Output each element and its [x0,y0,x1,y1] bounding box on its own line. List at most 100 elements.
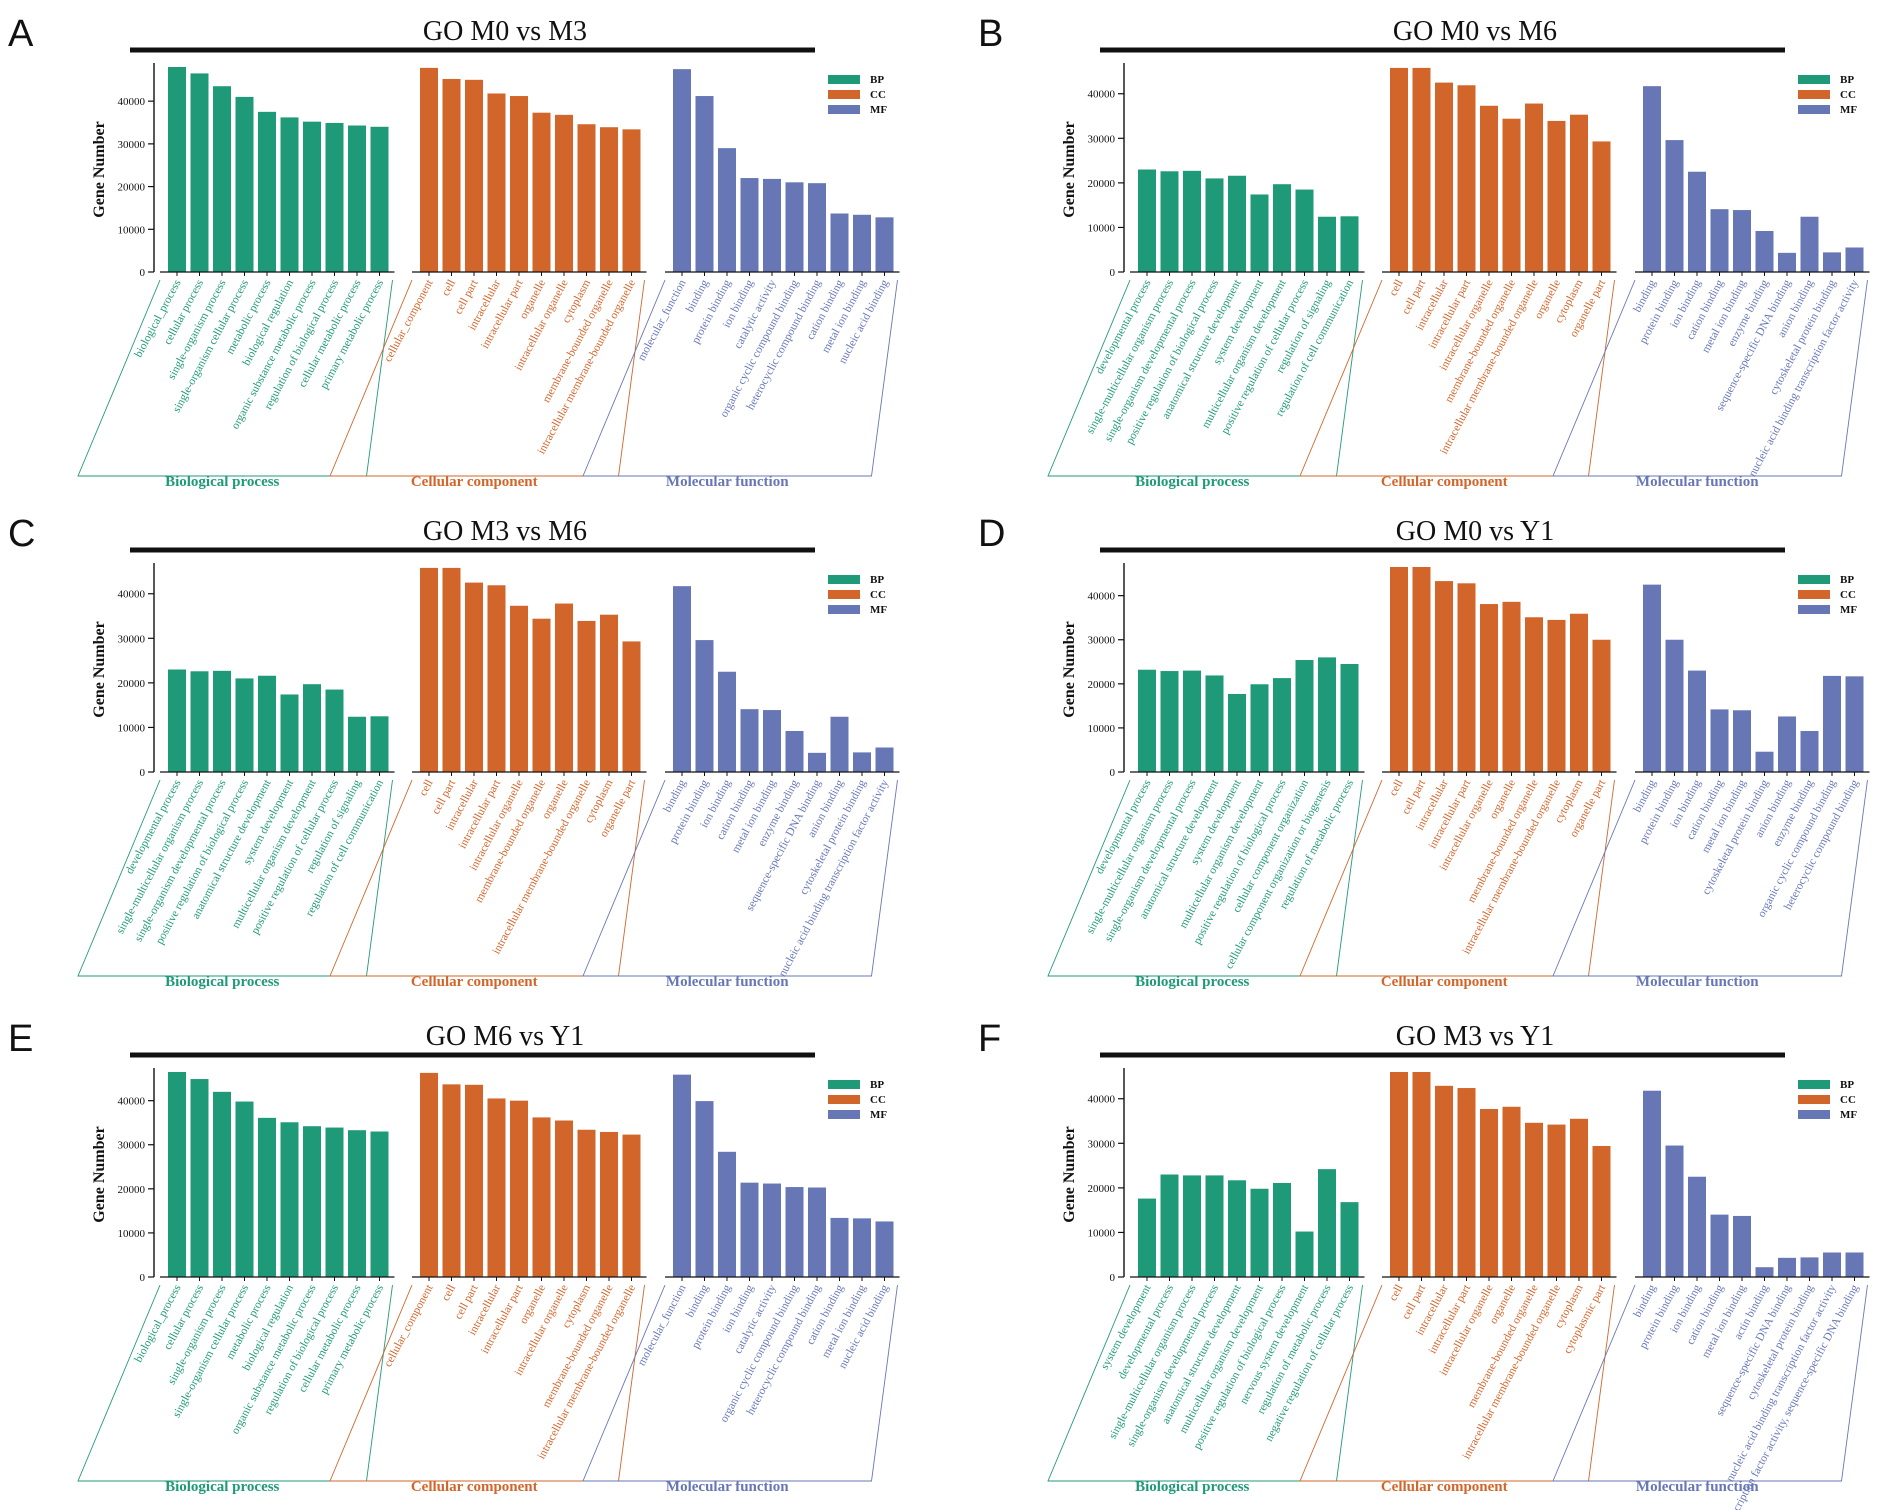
bar-bp-7 [1273,678,1291,772]
bar-mf-3 [1688,171,1706,272]
bar-mf-4 [1710,1214,1729,1277]
bar-cc-3 [1435,1085,1453,1277]
panel-letter: C [8,513,35,555]
bar-bp-2 [190,671,209,772]
chart-title: GO M3 vs Y1 [1396,1021,1554,1052]
group-label-cc: Cellular component [411,1479,538,1495]
bar-mf-8 [1800,1257,1819,1277]
bar-mf-5 [763,1183,781,1277]
bar-mf-8 [1800,216,1819,272]
category-label: cell [440,278,458,298]
bar-cc-3 [1435,82,1453,272]
legend-label-mf: MF [1840,604,1857,616]
legend-swatch-bp [828,75,860,84]
y-tick-label: 0 [1110,767,1116,779]
bar-mf-3 [718,1151,736,1277]
bar-bp-1 [1138,669,1156,772]
group-label-mf: Molecular function [666,1479,789,1495]
group-label-cc: Cellular component [1381,974,1508,990]
group-label-bp: Biological process [1135,474,1249,490]
legend-label-bp: BP [870,74,884,86]
y-tick-label: 20000 [1088,1183,1116,1195]
bar-cc-4 [1457,583,1476,772]
legend-swatch-mf [1798,1110,1830,1119]
bar-mf-1 [673,1074,691,1277]
bar-bp-4 [1205,178,1224,272]
bar-cc-2 [1412,567,1431,772]
legend-label-cc: CC [1840,589,1856,601]
bar-bp-2 [1160,1174,1179,1277]
category-label: cell [440,1283,458,1303]
bar-bp-2 [190,1079,209,1277]
legend-swatch-cc [1798,1095,1830,1104]
bar-cc-2 [442,78,461,272]
bar-cc-7 [1525,617,1543,772]
y-tick-label: 40000 [118,96,146,108]
bar-bp-4 [235,1101,254,1277]
group-bracket-bp [1047,1284,1363,1482]
y-tick-label: 20000 [118,182,146,194]
bar-cc-8 [1547,1124,1566,1277]
bar-mf-7 [808,752,826,772]
bar-mf-6 [785,1187,804,1277]
title-underline [130,1052,815,1058]
y-axis-title: Gene Number [91,1126,108,1222]
bar-cc-1 [1390,67,1408,273]
bar-cc-5 [1480,604,1498,772]
group-bracket-cc [1299,779,1615,977]
y-tick-label: 0 [140,1272,146,1284]
bar-mf-10 [875,747,894,772]
y-tick-label: 10000 [1088,723,1116,735]
bar-bp-1 [1138,169,1156,272]
bar-cc-1 [420,1072,438,1277]
bar-cc-1 [1390,1072,1408,1277]
bar-cc-7 [555,1120,573,1277]
bar-bp-6 [280,1122,299,1277]
bar-mf-4 [1710,709,1729,772]
legend-label-cc: CC [870,1094,886,1106]
bar-mf-6 [1755,751,1774,772]
bar-bp-1 [168,1072,186,1277]
category-label: nucleic acid binding transcription facto… [1747,278,1862,479]
group-bracket-bp [1047,779,1363,977]
bar-bp-3 [213,1091,231,1277]
bar-cc-1 [420,567,438,772]
y-axis-title: Gene Number [1061,1126,1078,1222]
legend-label-bp: BP [870,1079,884,1091]
chart-title: GO M0 vs M3 [423,16,587,47]
y-tick-label: 20000 [118,678,146,690]
y-tick-label: 0 [1110,1272,1116,1284]
bar-cc-4 [487,93,506,273]
bar-bp-10 [1340,216,1359,272]
bar-bp-5 [1228,1180,1246,1277]
legend-label-cc: CC [1840,89,1856,101]
legend-label-cc: CC [870,89,886,101]
legend-swatch-cc [828,90,860,99]
y-tick-label: 10000 [118,224,146,236]
legend-label-bp: BP [1840,74,1854,86]
chart-title: GO M0 vs Y1 [1396,516,1554,547]
panel-letter: E [8,1018,33,1060]
bar-cc-5 [510,96,528,273]
bar-mf-9 [1823,675,1841,772]
y-tick-label: 10000 [118,722,146,734]
bar-cc-4 [1457,85,1476,273]
group-bracket-cc [329,779,645,977]
bar-bp-6 [1250,684,1269,772]
bar-mf-8 [1800,731,1819,772]
bar-cc-3 [465,79,483,272]
bar-cc-6 [1502,1106,1521,1277]
bar-bp-3 [213,670,231,772]
title-underline [1100,1052,1785,1058]
bar-cc-10 [1592,639,1611,772]
bar-cc-3 [465,582,483,772]
bar-mf-7 [1778,252,1796,272]
legend-swatch-bp [828,1080,860,1089]
title-underline [1100,547,1785,553]
bar-mf-10 [875,217,894,272]
bar-mf-3 [1688,1176,1706,1277]
title-underline [130,547,815,553]
chart-panel-e: E GO M6 vs Y1 0 10000 20000 30000 40000 Gene Nu… [8,1018,900,1495]
bar-bp-10 [370,1131,389,1277]
bar-bp-7 [1273,1182,1291,1277]
